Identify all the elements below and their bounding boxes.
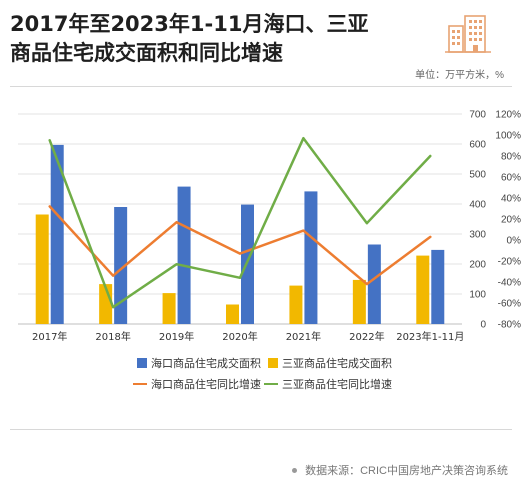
left-axis-tick-label: 200 — [469, 260, 486, 271]
x-axis-tick-label: 2021年 — [286, 330, 321, 343]
legend-item-haikou-yoy: 海口商品住宅同比增速 — [133, 377, 261, 391]
right-axis-tick-label: 120% — [495, 110, 521, 121]
right-axis-tick-label: 60% — [501, 173, 521, 184]
legend-label-haikou-yoy: 海口商品住宅同比增速 — [151, 379, 261, 391]
x-axis-tick-label: 2023年1-11月 — [396, 330, 464, 343]
right-axis-tick-label: -40% — [498, 278, 521, 289]
bullet-dot-icon — [292, 467, 298, 473]
legend-item-sanya-yoy: 三亚商品住宅同比增速 — [264, 377, 392, 391]
bar-sanya-area — [352, 279, 366, 324]
legend-label-haikou-area: 海口商品住宅成交面积 — [151, 358, 261, 370]
right-axis-tick-label: 0% — [507, 236, 522, 247]
left-axis-tick-label: 500 — [469, 170, 486, 181]
bar-sanya-area — [416, 255, 430, 324]
bar-sanya-area — [162, 293, 176, 324]
right-axis-tick-label: -20% — [498, 257, 521, 268]
bar-sanya-area — [226, 304, 239, 324]
left-axis-tick-label: 600 — [469, 140, 486, 151]
x-axis-tick-label: 2017年 — [32, 330, 67, 343]
right-axis-tick-label: 100% — [495, 131, 521, 142]
x-axis-tick-label: 2022年 — [349, 330, 384, 343]
x-axis-tick-label: 2018年 — [95, 330, 130, 343]
line-haikou-yoy — [48, 205, 432, 286]
legend-swatch-sanya-area — [268, 358, 278, 368]
footer-divider — [10, 429, 512, 430]
chart-title-line-1: 2017年至2023年1-11月海口、三亚 — [10, 12, 369, 36]
bar-sanya-area — [289, 285, 303, 324]
right-axis-tick-label: 80% — [501, 152, 521, 163]
line-sanya-yoy — [48, 136, 432, 309]
bar-haikou-area — [114, 207, 128, 324]
combo-chart: 0 100 200 300 400 500 600 700 -80% -60% -40% -20% 0%… — [18, 110, 522, 343]
right-axis-tick-label: 40% — [501, 194, 521, 205]
legend-item-haikou-area: 海口商品住宅成交面积 — [137, 356, 261, 370]
x-axis-tick-label: 2020年 — [222, 330, 257, 343]
chart-title-line-2: 商品住宅成交面积和同比增速 — [10, 41, 283, 65]
legend-swatch-sanya-yoy — [264, 383, 278, 385]
left-axis-tick-label: 700 — [469, 110, 486, 121]
legend-label-sanya-area: 三亚商品住宅成交面积 — [282, 358, 392, 370]
data-source: 数据来源：CRIC中国房地产决策咨询系统 — [292, 462, 508, 478]
left-axis-tick-label: 0 — [480, 320, 486, 331]
building-logo-icon — [445, 15, 491, 53]
bar-haikou-area — [431, 249, 445, 324]
bar-haikou-area — [304, 191, 318, 324]
legend-label-sanya-yoy: 三亚商品住宅同比增速 — [282, 379, 392, 391]
x-axis-tick-label: 2019年 — [159, 330, 194, 343]
legend-swatch-haikou-yoy — [133, 383, 147, 385]
bar-haikou-area — [177, 186, 191, 324]
unit-label: 单位：万平方米，% — [415, 70, 504, 81]
bar-haikou-area — [367, 244, 381, 324]
bar-haikou-area — [50, 144, 64, 324]
right-axis-tick-label: -80% — [498, 320, 521, 331]
data-source-text: 数据来源：CRIC中国房地产决策咨询系统 — [305, 465, 508, 477]
legend-item-sanya-area: 三亚商品住宅成交面积 — [268, 356, 392, 370]
left-axis-tick-label: 100 — [469, 290, 486, 301]
right-axis-tick-label: 20% — [501, 215, 521, 226]
legend-swatch-haikou-area — [137, 358, 147, 368]
bar-sanya-area — [35, 214, 49, 324]
right-axis-tick-label: -60% — [498, 299, 521, 310]
left-axis-tick-label: 300 — [469, 230, 486, 241]
header-divider — [10, 86, 512, 87]
left-axis-tick-label: 400 — [469, 200, 486, 211]
